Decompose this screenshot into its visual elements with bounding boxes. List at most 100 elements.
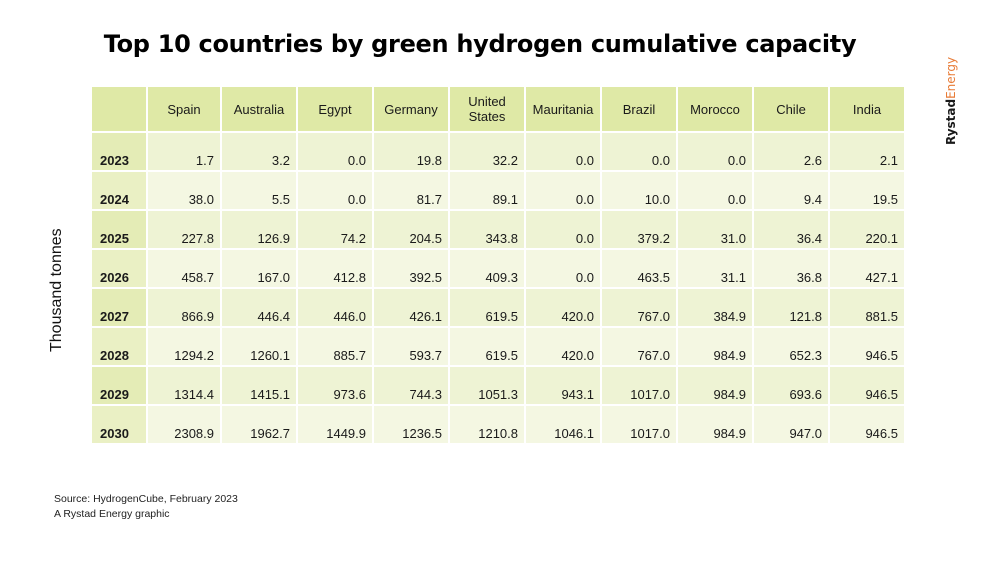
table-cell: 973.6 [298,367,374,406]
table-cell: 458.7 [148,250,222,289]
table-cell: 984.9 [678,367,754,406]
table-cell: 409.3 [450,250,526,289]
source-note: Source: HydrogenCube, February 2023 [54,493,238,505]
column-header: Spain [148,87,222,133]
chart-title: Top 10 countries by green hydrogen cumul… [103,30,857,58]
y-axis-label: Thousand tonnes [48,228,65,352]
row-year: 2030 [92,406,148,445]
table-cell: 946.5 [830,328,906,367]
table-cell: 9.4 [754,172,830,211]
column-header: India [830,87,906,133]
table-cell: 384.9 [678,289,754,328]
table-cell: 446.4 [222,289,298,328]
row-year: 2029 [92,367,148,406]
table-cell: 1962.7 [222,406,298,445]
table-cell: 593.7 [374,328,450,367]
row-year: 2024 [92,172,148,211]
table-cell: 379.2 [602,211,678,250]
table-cell: 984.9 [678,406,754,445]
table-cell: 227.8 [148,211,222,250]
table-cell: 881.5 [830,289,906,328]
table-cell: 1236.5 [374,406,450,445]
table-cell: 0.0 [526,211,602,250]
table-cell: 0.0 [678,133,754,172]
table-cell: 946.5 [830,367,906,406]
table-cell: 1051.3 [450,367,526,406]
table-header-row: Spain Australia Egypt Germany United States M… [92,87,906,133]
table-cell: 1.7 [148,133,222,172]
table-row: 2030 2308.9 1962.7 1449.9 1236.5 1210.8 1046.1… [92,406,906,445]
table-cell: 392.5 [374,250,450,289]
row-year: 2027 [92,289,148,328]
column-header: Australia [222,87,298,133]
table-cell: 0.0 [678,172,754,211]
table-cell: 1314.4 [148,367,222,406]
table-cell: 5.5 [222,172,298,211]
table-cell: 866.9 [148,289,222,328]
table-cell: 885.7 [298,328,374,367]
credit-note: A Rystad Energy graphic [54,508,170,520]
row-year: 2023 [92,133,148,172]
table-cell: 1017.0 [602,367,678,406]
table-body: 2023 1.7 3.2 0.0 19.8 32.2 0.0 0.0 0.0 2.6 2.1 2024… [92,133,906,445]
table-cell: 32.2 [450,133,526,172]
table-cell: 1210.8 [450,406,526,445]
table-cell: 652.3 [754,328,830,367]
table-cell: 31.1 [678,250,754,289]
brand-logo: RystadEnergy [944,57,958,145]
table-cell: 1017.0 [602,406,678,445]
table-cell: 412.8 [298,250,374,289]
table-cell: 89.1 [450,172,526,211]
row-year: 2028 [92,328,148,367]
table-cell: 2.6 [754,133,830,172]
table-cell: 946.5 [830,406,906,445]
table-corner-cell [92,87,148,133]
table-cell: 1294.2 [148,328,222,367]
table-cell: 36.4 [754,211,830,250]
footer: Source: HydrogenCube, February 2023 A Ry… [54,492,238,522]
table-cell: 167.0 [222,250,298,289]
column-header: Germany [374,87,450,133]
column-header: Chile [754,87,830,133]
table-cell: 204.5 [374,211,450,250]
table-cell: 947.0 [754,406,830,445]
table-cell: 619.5 [450,328,526,367]
table-cell: 0.0 [298,133,374,172]
table-cell: 463.5 [602,250,678,289]
table-cell: 420.0 [526,328,602,367]
table-cell: 0.0 [526,172,602,211]
table-cell: 744.3 [374,367,450,406]
table-cell: 984.9 [678,328,754,367]
table-cell: 38.0 [148,172,222,211]
table-cell: 19.5 [830,172,906,211]
column-header: Mauritania [526,87,602,133]
capacity-table: Spain Australia Egypt Germany United States M… [92,87,906,445]
table-cell: 3.2 [222,133,298,172]
table-cell: 0.0 [298,172,374,211]
table-row: 2024 38.0 5.5 0.0 81.7 89.1 0.0 10.0 0.0 9.4 19.5 [92,172,906,211]
table-cell: 19.8 [374,133,450,172]
row-year: 2026 [92,250,148,289]
table-cell: 1046.1 [526,406,602,445]
table-cell: 31.0 [678,211,754,250]
table-cell: 1449.9 [298,406,374,445]
table-cell: 81.7 [374,172,450,211]
row-year: 2025 [92,211,148,250]
table-cell: 0.0 [602,133,678,172]
table-cell: 1415.1 [222,367,298,406]
table-row: 2029 1314.4 1415.1 973.6 744.3 1051.3 943.1 101… [92,367,906,406]
table-cell: 0.0 [526,250,602,289]
column-header: Egypt [298,87,374,133]
table-cell: 767.0 [602,328,678,367]
table-row: 2027 866.9 446.4 446.0 426.1 619.5 420.0 767.0 3… [92,289,906,328]
table-cell: 767.0 [602,289,678,328]
table-cell: 446.0 [298,289,374,328]
table-cell: 343.8 [450,211,526,250]
table-cell: 0.0 [526,133,602,172]
table-cell: 619.5 [450,289,526,328]
table-cell: 10.0 [602,172,678,211]
table-cell: 36.8 [754,250,830,289]
table-cell: 126.9 [222,211,298,250]
table-row: 2026 458.7 167.0 412.8 392.5 409.3 0.0 463.5 31.… [92,250,906,289]
table-cell: 420.0 [526,289,602,328]
